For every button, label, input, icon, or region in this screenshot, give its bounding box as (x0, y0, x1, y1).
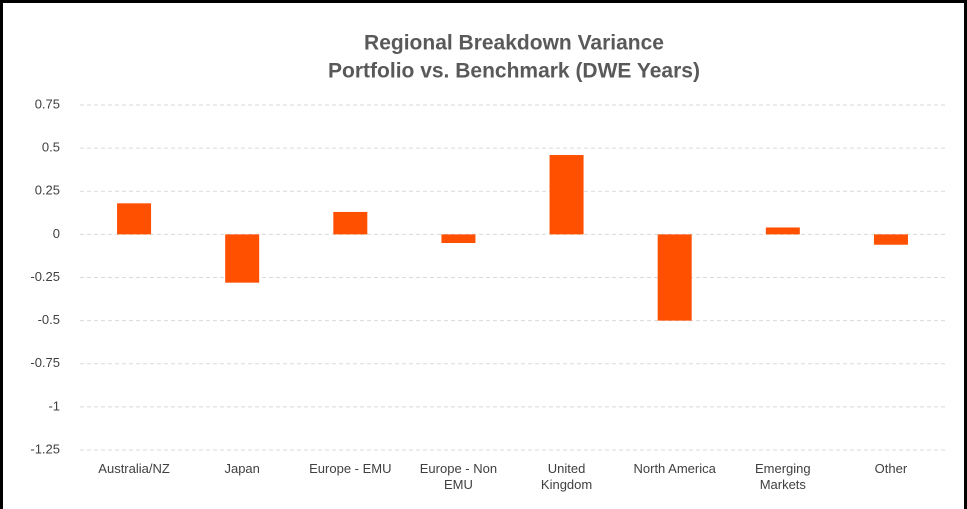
bar (225, 234, 260, 283)
x-tick-label: Japan (224, 461, 260, 476)
y-tick-label: -1 (48, 398, 60, 413)
bar (549, 155, 584, 235)
x-tick-label: North America (633, 461, 716, 476)
x-tick-label: Australia/NZ (98, 461, 170, 476)
x-tick-label: United Kingdom (540, 461, 593, 492)
y-tick-label: -0.75 (30, 355, 60, 370)
y-tick-label: 0.5 (42, 140, 60, 155)
chart-subtitle: Portfolio vs. Benchmark (DWE Years) (328, 60, 700, 83)
y-tick-label: -0.25 (30, 269, 60, 284)
bar (333, 211, 368, 235)
x-tick-label: Europe - EMU (309, 461, 392, 476)
y-tick-label: -0.5 (38, 312, 60, 327)
bar (441, 234, 476, 243)
y-tick-label: 0.75 (35, 96, 60, 111)
chart-title: Regional Breakdown Variance (364, 32, 664, 55)
x-tick-label: Other (874, 461, 908, 476)
y-tick-label: 0.25 (35, 183, 60, 198)
bar (657, 234, 692, 321)
bar (765, 227, 800, 235)
y-tick-label: 0 (53, 226, 60, 241)
y-tick-label: -1.25 (30, 441, 60, 456)
x-tick-label: Emerging Markets (754, 461, 811, 492)
bar (117, 203, 152, 235)
x-tick-label: Europe - Non EMU (419, 461, 498, 492)
bar (873, 234, 908, 245)
